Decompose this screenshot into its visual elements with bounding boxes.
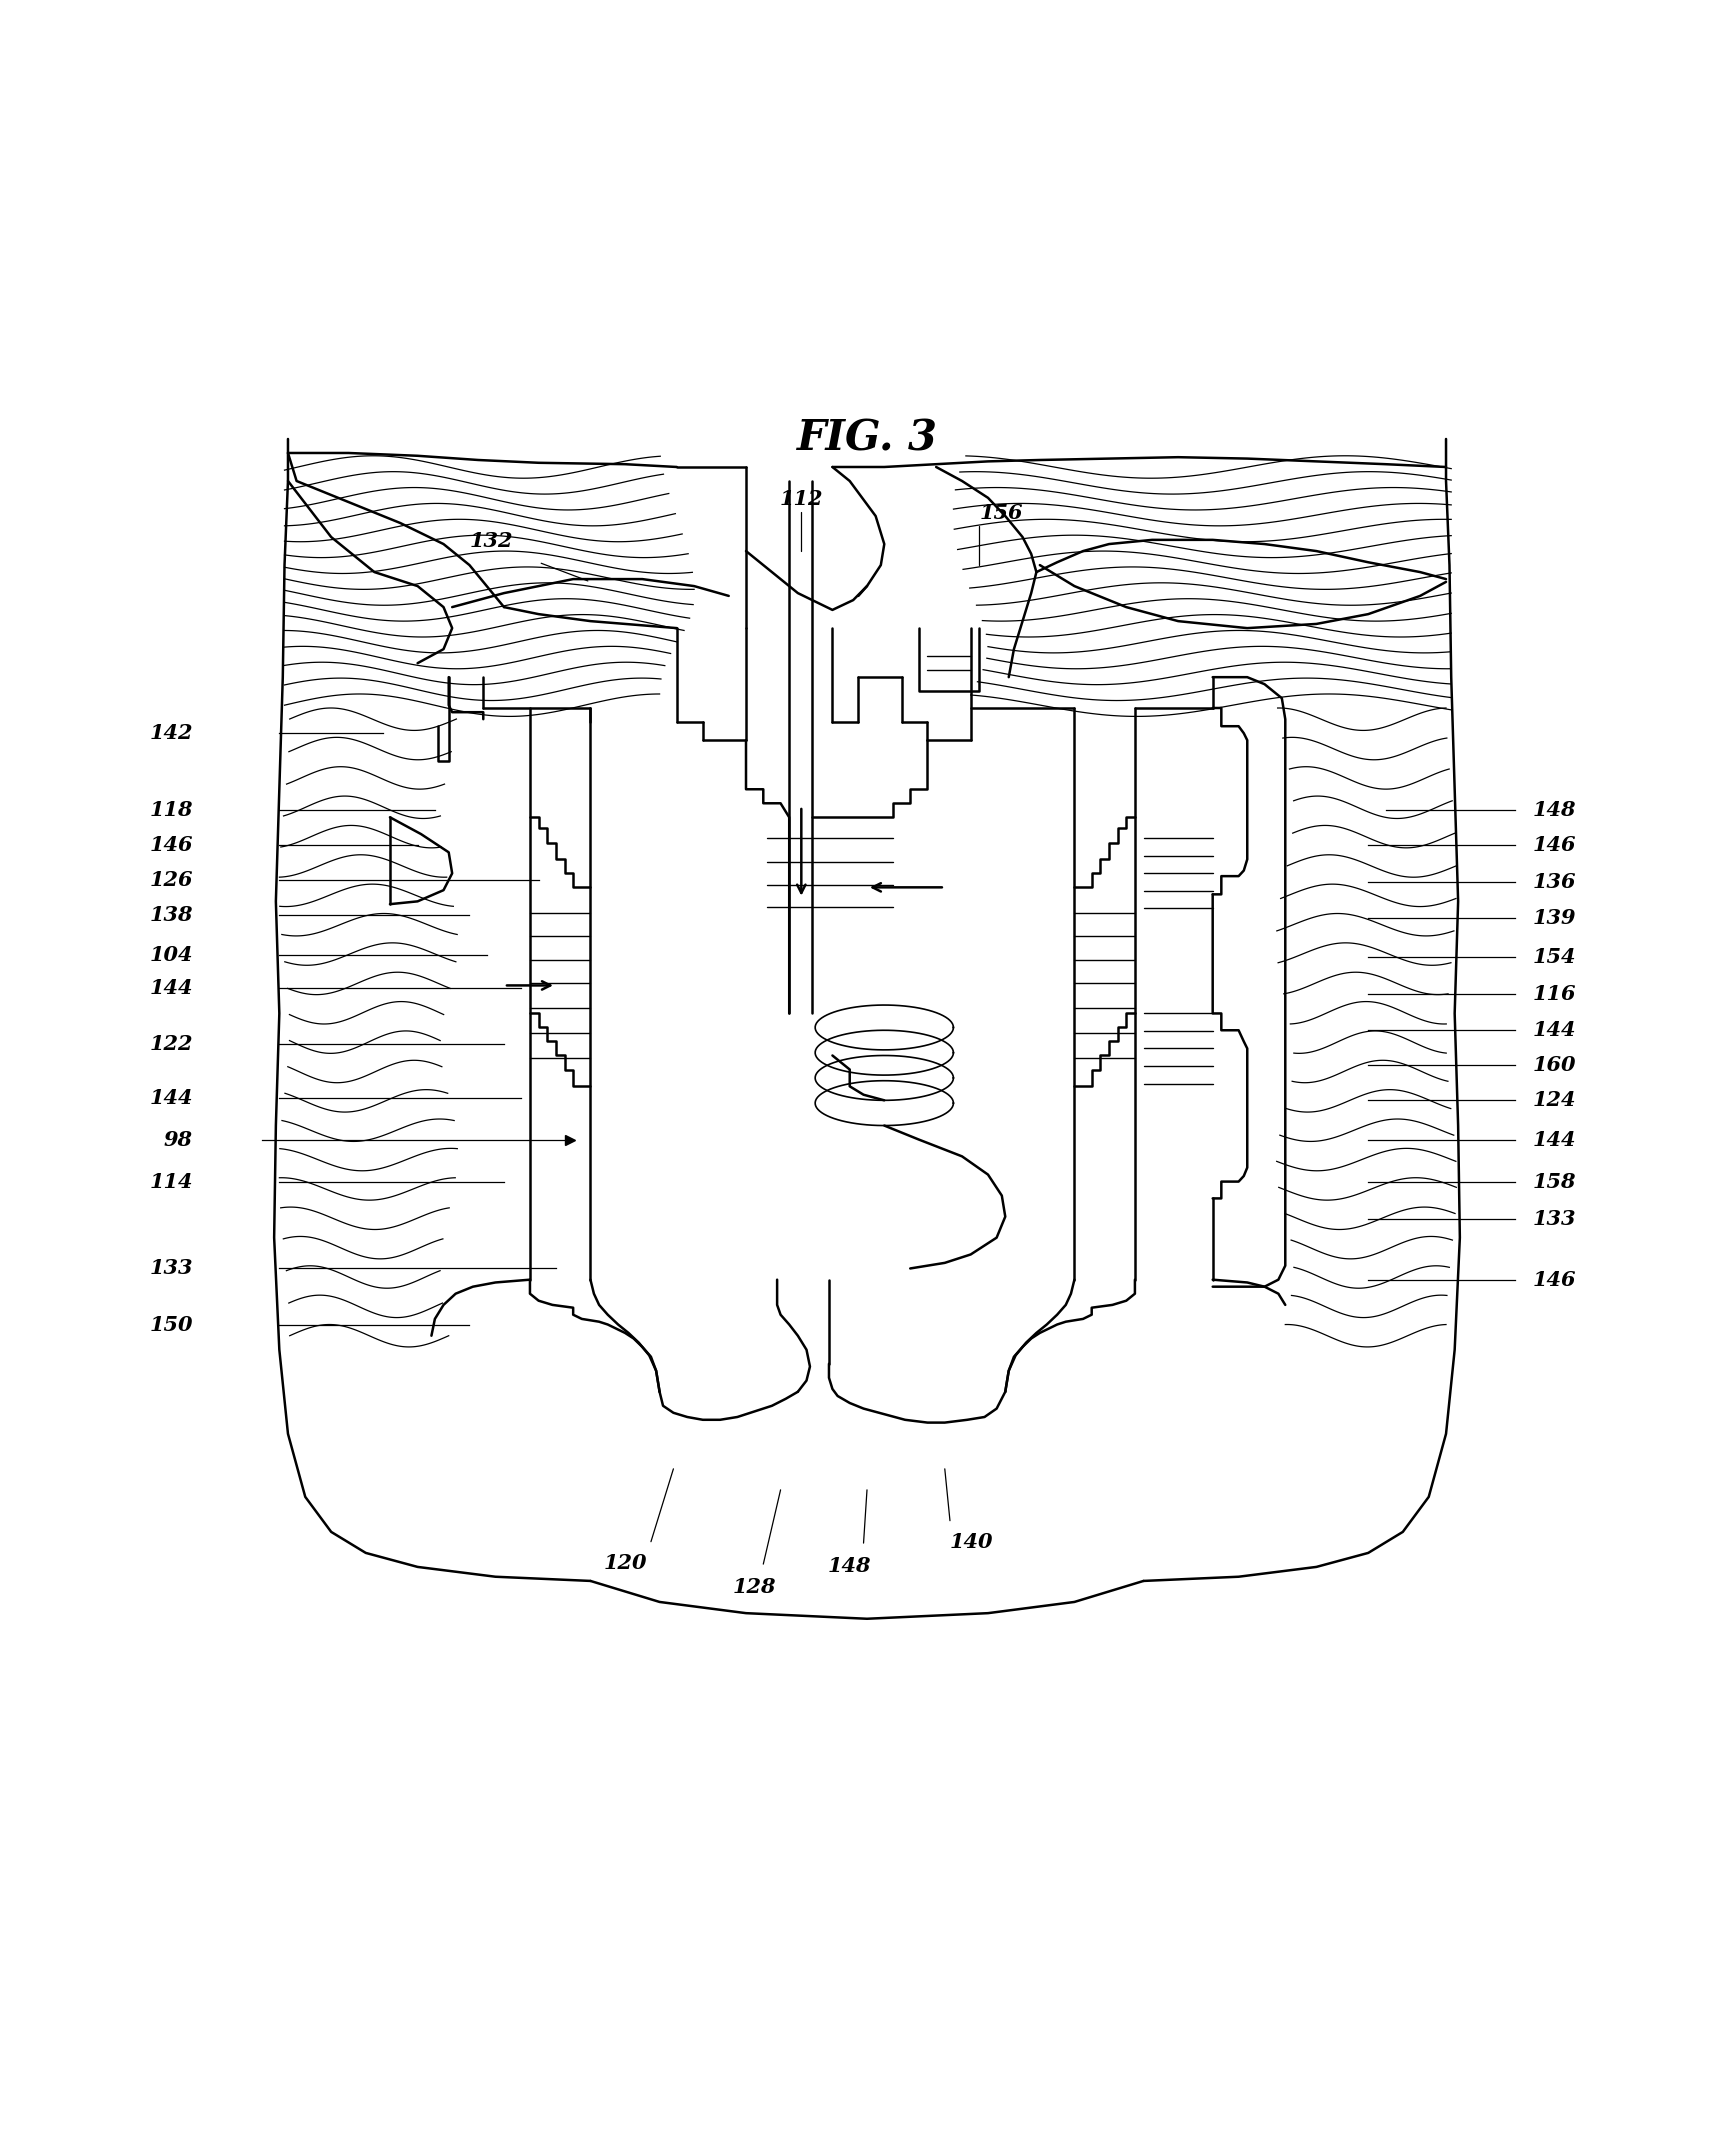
Text: 138: 138 bbox=[149, 905, 192, 926]
Text: 132: 132 bbox=[470, 530, 513, 552]
Text: 144: 144 bbox=[1533, 1129, 1576, 1149]
Text: 144: 144 bbox=[149, 978, 192, 999]
Text: 126: 126 bbox=[149, 871, 192, 890]
Text: 158: 158 bbox=[1533, 1172, 1576, 1191]
Text: 140: 140 bbox=[950, 1532, 994, 1553]
Text: 118: 118 bbox=[149, 800, 192, 819]
Text: 146: 146 bbox=[149, 836, 192, 856]
Text: FIG. 3: FIG. 3 bbox=[796, 417, 938, 460]
Text: 104: 104 bbox=[149, 945, 192, 965]
Text: 156: 156 bbox=[980, 503, 1023, 524]
Text: 160: 160 bbox=[1533, 1055, 1576, 1076]
Text: 114: 114 bbox=[149, 1172, 192, 1191]
Text: 98: 98 bbox=[165, 1129, 192, 1149]
Text: 146: 146 bbox=[1533, 836, 1576, 856]
Text: 133: 133 bbox=[149, 1258, 192, 1279]
Text: 142: 142 bbox=[149, 723, 192, 742]
Text: 144: 144 bbox=[149, 1087, 192, 1108]
Text: 136: 136 bbox=[1533, 873, 1576, 892]
Text: 148: 148 bbox=[827, 1555, 872, 1576]
Text: 128: 128 bbox=[733, 1576, 777, 1596]
Text: 148: 148 bbox=[1533, 800, 1576, 819]
Text: 133: 133 bbox=[1533, 1209, 1576, 1230]
Text: 150: 150 bbox=[149, 1315, 192, 1335]
Text: 154: 154 bbox=[1533, 948, 1576, 967]
Text: 139: 139 bbox=[1533, 909, 1576, 928]
Text: 122: 122 bbox=[149, 1035, 192, 1055]
Text: 146: 146 bbox=[1533, 1271, 1576, 1290]
Text: 144: 144 bbox=[1533, 1020, 1576, 1040]
Text: 124: 124 bbox=[1533, 1091, 1576, 1110]
Text: 116: 116 bbox=[1533, 984, 1576, 1003]
Text: 120: 120 bbox=[603, 1553, 647, 1572]
Text: 112: 112 bbox=[780, 490, 824, 509]
